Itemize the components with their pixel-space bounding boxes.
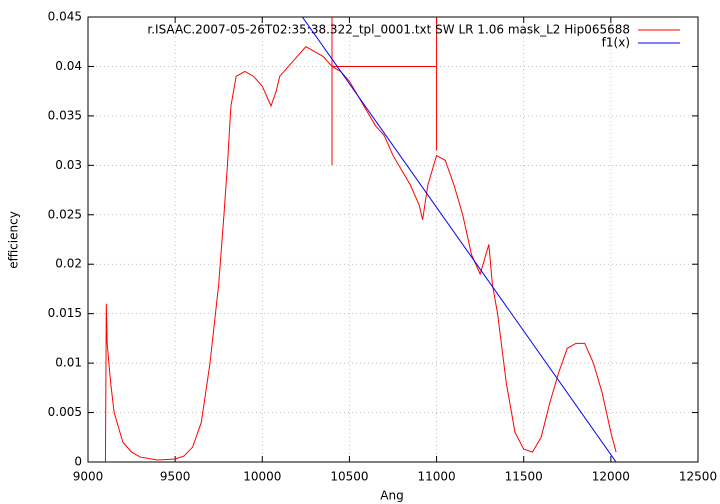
series-line [301,17,617,462]
x-axis-label: Ang [380,489,403,503]
y-tick-label: 0 [74,455,82,469]
y-axis-label: efficiency [7,211,21,269]
x-tick-label: 10500 [330,470,368,484]
y-tick-label: 0.005 [48,405,82,419]
x-tick-label: 9500 [160,470,191,484]
legend-label: r.ISAAC.2007-05-26T02:35:38.322_tpl_0001… [147,23,630,37]
x-tick-label: 11000 [417,470,455,484]
x-tick-label: 12500 [679,470,717,484]
legend-label: f1(x) [602,36,630,50]
y-tick-label: 0.01 [55,356,82,370]
y-tick-label: 0.015 [48,306,82,320]
y-tick-label: 0.03 [55,158,82,172]
y-tick-label: 0.035 [48,108,82,122]
y-tick-label: 0.02 [55,257,82,271]
x-tick-label: 9000 [73,470,104,484]
x-tick-label: 10000 [243,470,281,484]
series-line [104,46,617,462]
y-tick-label: 0.025 [48,207,82,221]
x-tick-label: 11500 [505,470,543,484]
y-tick-label: 0.045 [48,10,82,24]
plot-border [87,16,699,463]
y-tick-label: 0.04 [55,59,82,73]
x-tick-label: 12000 [592,470,630,484]
